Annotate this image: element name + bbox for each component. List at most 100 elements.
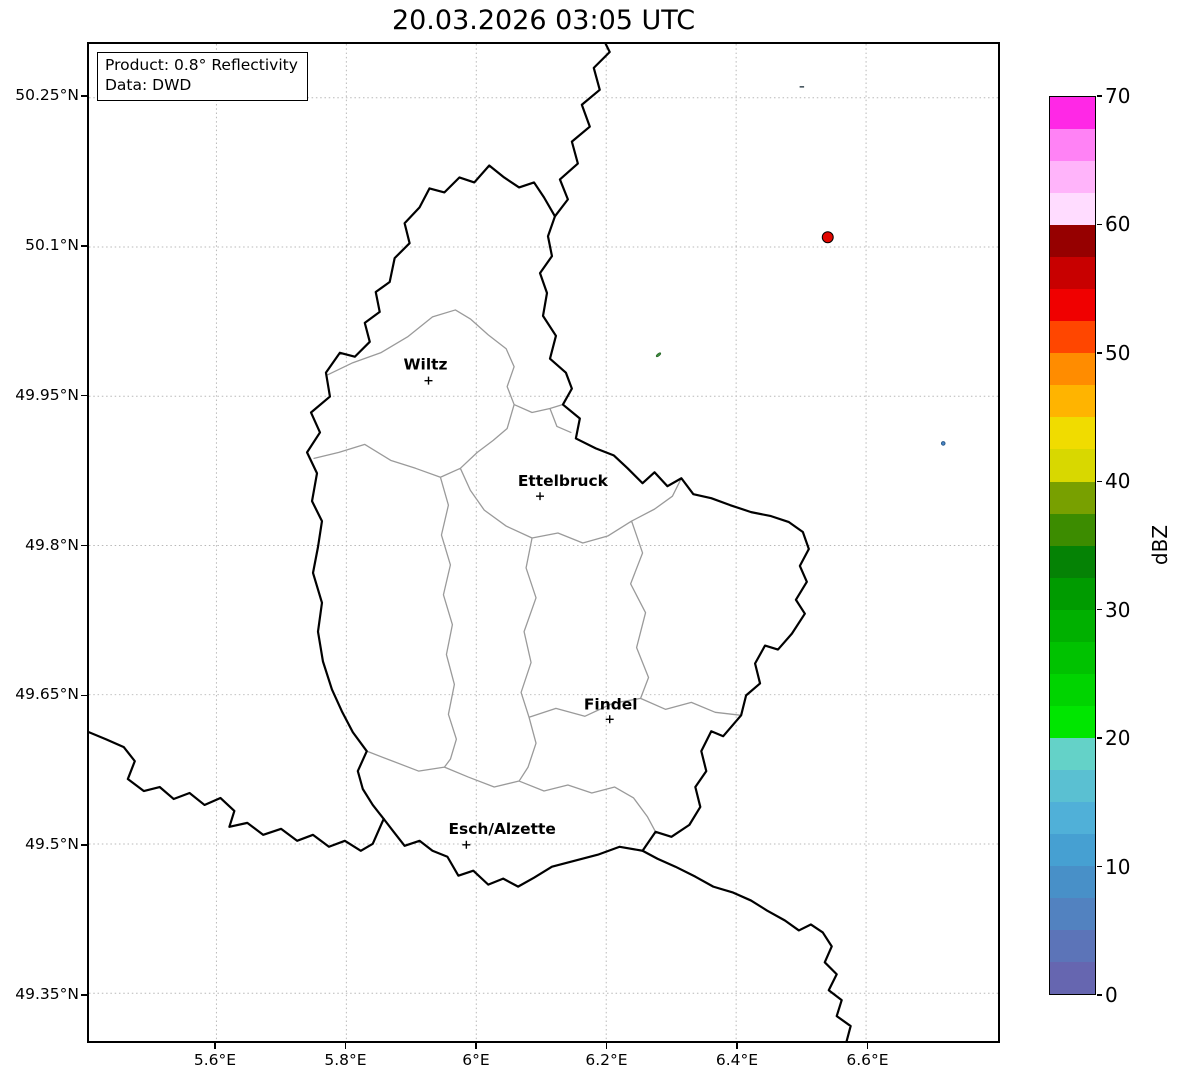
x-tick-mark: [605, 1043, 608, 1049]
y-tick-mark: [81, 844, 87, 846]
colorbar-tick-mark: [1097, 223, 1102, 226]
figure-title: 20.03.2026 03:05 UTC: [391, 5, 696, 36]
city-label: Ettelbruck: [518, 472, 609, 490]
x-tick-label: 5.8°E: [324, 1051, 367, 1069]
product-line: Product: 0.8° Reflectivity: [105, 56, 298, 74]
colorbar-tick-label: 10: [1105, 854, 1131, 879]
canton-borders: [313, 309, 742, 833]
x-tick-label: 6°E: [462, 1051, 490, 1069]
colorbar-tick-mark: [1097, 737, 1102, 739]
colorbar-segment: [1050, 961, 1095, 994]
colorbar-segment: [1050, 353, 1095, 386]
colorbar-tick-label: 20: [1105, 726, 1131, 751]
radar-echo-strong: [821, 231, 834, 244]
y-tick-mark: [81, 694, 87, 697]
colorbar-tick-mark: [1097, 608, 1102, 611]
city-label: Wiltz: [404, 356, 448, 374]
colorbar-segment: [1050, 833, 1095, 866]
colorbar-segment: [1050, 321, 1095, 354]
city-label: Esch/Alzette: [449, 820, 556, 838]
gridlines: [89, 44, 998, 1041]
y-tick-mark: [81, 95, 87, 97]
colorbar-unit-label: dBZ: [1148, 524, 1172, 566]
x-tick-label: 5.6°E: [193, 1051, 237, 1069]
colorbar-tick-mark: [1097, 352, 1102, 354]
border-france-belgium: [89, 731, 385, 852]
x-tick-mark: [475, 1043, 477, 1049]
radar-echo-weak: [940, 441, 946, 446]
colorbar-segment: [1050, 161, 1095, 194]
city-marker: [462, 840, 471, 849]
y-tick-label: 50.1°N: [25, 235, 79, 254]
y-tick-label: 49.95°N: [15, 385, 79, 404]
colorbar-tick-label: 0: [1105, 983, 1118, 1007]
map-svg: Wiltz Ettelbruck Findel Esch/Alzette: [89, 44, 998, 1041]
colorbar-segment: [1050, 417, 1095, 450]
colorbar-segment: [1050, 513, 1095, 546]
colorbar-segment: [1050, 545, 1095, 578]
colorbar-tick-mark: [1097, 95, 1102, 97]
country-borders: [89, 44, 852, 1041]
colorbar-segment: [1050, 257, 1095, 290]
x-tick-mark: [344, 1043, 347, 1049]
colorbar-segment: [1050, 289, 1095, 322]
colorbar: [1049, 96, 1096, 995]
y-tick-mark: [81, 544, 87, 547]
colorbar-tick-mark: [1097, 865, 1102, 868]
canton-border-lines: [313, 309, 742, 833]
colorbar-segment: [1050, 577, 1095, 610]
colorbar-tick-label: 60: [1105, 212, 1131, 237]
city-marker: [424, 376, 433, 385]
x-tick-label: 6.2°E: [585, 1051, 628, 1069]
colorbar-segment: [1050, 129, 1095, 162]
city-marker: [536, 492, 544, 501]
colorbar-segment: [1050, 193, 1095, 226]
x-tick-label: 6.4°E: [715, 1051, 759, 1069]
border-france-germany: [641, 849, 852, 1041]
colorbar-segment: [1050, 481, 1095, 514]
product-info-box: Product: 0.8° Reflectivity Data: DWD: [97, 52, 308, 101]
radar-echoes: [655, 86, 946, 446]
colorbar-tick-label: 50: [1105, 340, 1131, 365]
colorbar-segment: [1050, 865, 1095, 898]
x-tick-mark: [736, 1043, 738, 1049]
colorbar-segment: [1050, 97, 1095, 130]
colorbar-segment: [1050, 641, 1095, 674]
radar-echo-weak: [655, 352, 662, 358]
y-tick-mark: [81, 245, 87, 247]
colorbar-segment: [1050, 673, 1095, 706]
colorbar-segment: [1050, 449, 1095, 482]
y-tick-label: 49.35°N: [15, 985, 79, 1003]
colorbar-segment: [1050, 609, 1095, 642]
colorbar-segment: [1050, 801, 1095, 834]
city-marker: [605, 715, 614, 724]
city-label: Findel: [584, 695, 638, 713]
y-tick-label: 49.65°N: [15, 685, 79, 704]
y-tick-label: 50.25°N: [15, 86, 79, 104]
colorbar-tick-mark: [1097, 994, 1102, 996]
x-tick-label: 6.6°E: [846, 1051, 889, 1069]
x-tick-mark: [866, 1043, 869, 1049]
colorbar-tick-label: 70: [1105, 84, 1131, 108]
y-tick-mark: [81, 394, 87, 397]
city-markers: Wiltz Ettelbruck Findel Esch/Alzette: [404, 356, 638, 849]
border-luxembourg: [305, 164, 810, 888]
colorbar-tick-mark: [1097, 480, 1102, 483]
colorbar-tick-label: 40: [1105, 469, 1131, 494]
y-tick-mark: [81, 994, 87, 996]
colorbar-segment: [1050, 225, 1095, 258]
colorbar-segment: [1050, 929, 1095, 962]
border-belgium-germany: [553, 44, 611, 218]
colorbar-tick-label: 30: [1105, 597, 1131, 622]
colorbar-segment: [1050, 769, 1095, 802]
colorbar-segment: [1050, 897, 1095, 930]
colorbar-segment: [1050, 385, 1095, 418]
radar-echo-weak: [799, 86, 805, 88]
data-source-line: Data: DWD: [105, 76, 192, 95]
y-tick-label: 49.5°N: [25, 835, 79, 854]
x-tick-mark: [214, 1043, 216, 1049]
y-tick-label: 49.8°N: [25, 535, 79, 554]
map-plot: Wiltz Ettelbruck Findel Esch/Alzette Produc…: [87, 42, 1000, 1043]
colorbar-segment: [1050, 737, 1095, 770]
